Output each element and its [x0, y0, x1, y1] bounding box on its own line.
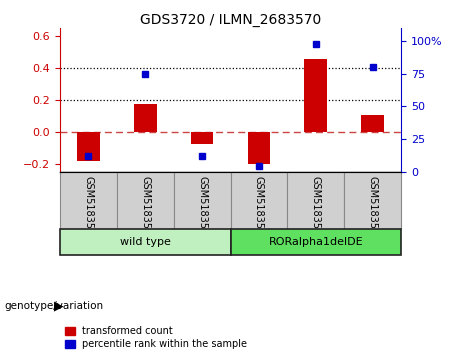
Bar	[344, 172, 401, 229]
Bar	[117, 172, 174, 229]
Text: GSM518353: GSM518353	[197, 176, 207, 235]
Bar	[304, 58, 327, 132]
Bar	[77, 132, 100, 161]
Text: wild type: wild type	[120, 237, 171, 247]
Title: GDS3720 / ILMN_2683570: GDS3720 / ILMN_2683570	[140, 13, 321, 27]
Bar	[60, 172, 117, 229]
Bar	[174, 172, 230, 229]
Text: GSM518352: GSM518352	[140, 176, 150, 235]
Bar	[60, 229, 230, 255]
Text: ▶: ▶	[54, 300, 64, 313]
Bar	[287, 172, 344, 229]
Bar	[361, 115, 384, 132]
Bar	[230, 172, 287, 229]
Bar	[134, 104, 157, 132]
Bar	[191, 132, 213, 144]
Bar	[248, 132, 270, 164]
Text: RORalpha1delDE: RORalpha1delDE	[268, 237, 363, 247]
Text: GSM518351: GSM518351	[83, 176, 94, 235]
Text: GSM518354: GSM518354	[254, 176, 264, 235]
Text: GSM518355: GSM518355	[311, 176, 321, 235]
Legend: transformed count, percentile rank within the sample: transformed count, percentile rank withi…	[65, 326, 247, 349]
Text: genotype/variation: genotype/variation	[5, 301, 104, 311]
Bar	[230, 229, 401, 255]
Text: GSM518356: GSM518356	[367, 176, 378, 235]
